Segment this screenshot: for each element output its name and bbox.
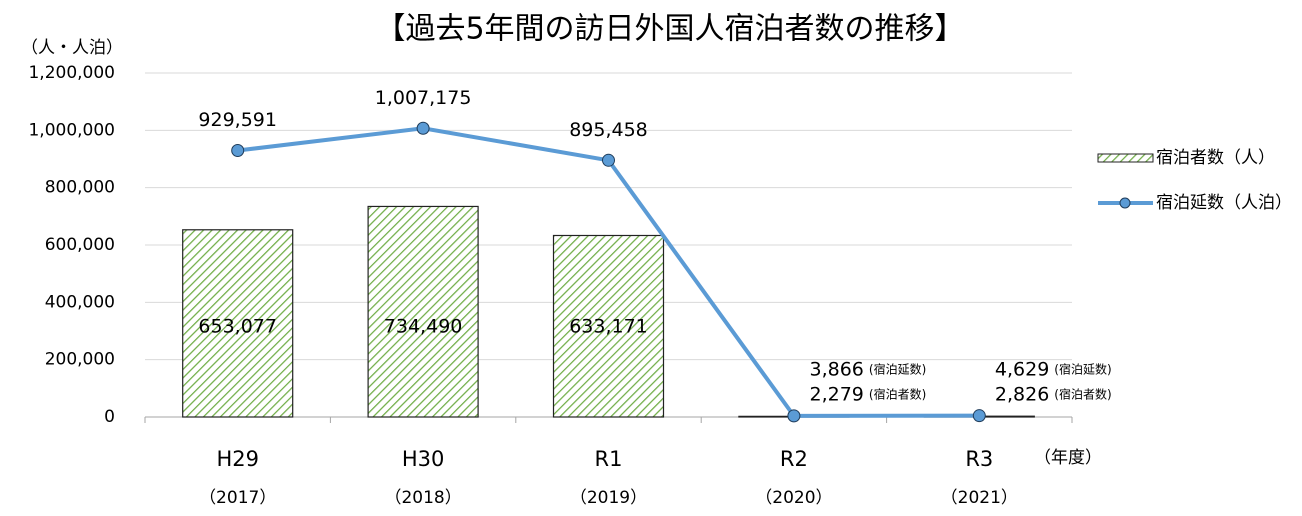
data-label: 633,171 (569, 316, 648, 338)
chart-title: 【過去5年間の訪日外国人宿泊者数の推移】 (375, 12, 964, 47)
data-label: 653,077 (198, 316, 277, 338)
legend-label: 宿泊者数（人） (1156, 148, 1275, 168)
y-axis-label: （人・人泊） (21, 38, 123, 58)
data-label: 1,007,175 (375, 87, 472, 109)
line-point (231, 144, 245, 158)
legend-label: 宿泊延数（人泊） (1156, 193, 1292, 213)
y-tick-label: 600,000 (45, 235, 115, 255)
data-label: 2,826 (995, 384, 1049, 406)
data-label: 734,490 (384, 316, 463, 338)
bar (367, 205, 479, 418)
data-label: 3,866 (809, 359, 863, 381)
x-tick-sublabel: （2019） (570, 488, 647, 508)
data-label: 4,629 (995, 359, 1049, 381)
bar (182, 229, 294, 418)
x-tick-label: R3 (965, 447, 993, 471)
data-label-tag: (宿泊延数) (1054, 362, 1111, 377)
line-point (972, 409, 986, 423)
x-tick-sublabel: （2018） (384, 488, 461, 508)
line-point (602, 153, 615, 167)
y-tick-label: 200,000 (45, 350, 115, 370)
y-tick-label: 1,200,000 (28, 63, 115, 83)
legend-swatch (1119, 197, 1131, 209)
bar (552, 234, 665, 418)
y-tick-label: 0 (104, 407, 115, 427)
line-point (416, 121, 430, 135)
y-tick-label: 400,000 (45, 292, 115, 312)
x-tick-label: H29 (216, 447, 259, 471)
x-tick-sublabel: （2017） (199, 488, 276, 508)
data-label: 895,458 (569, 119, 648, 141)
data-label: 929,591 (198, 109, 277, 131)
data-label-tag: (宿泊者数) (869, 387, 926, 402)
line-point (787, 409, 801, 423)
x-tick-sublabel: （2020） (755, 488, 832, 508)
x-tick-label: R1 (595, 447, 623, 471)
legend-swatch (1097, 153, 1154, 163)
y-tick-label: 1,000,000 (28, 120, 115, 140)
data-label-tag: (宿泊者数) (1054, 387, 1111, 402)
x-tick-sublabel: （2021） (941, 488, 1018, 508)
data-label-tag: (宿泊延数) (869, 362, 926, 377)
x-tick-label: R2 (780, 447, 808, 471)
y-tick-label: 800,000 (45, 178, 115, 198)
x-axis-label: （年度） (1034, 448, 1102, 468)
data-label: 2,279 (809, 384, 863, 406)
x-tick-label: H30 (402, 447, 445, 471)
